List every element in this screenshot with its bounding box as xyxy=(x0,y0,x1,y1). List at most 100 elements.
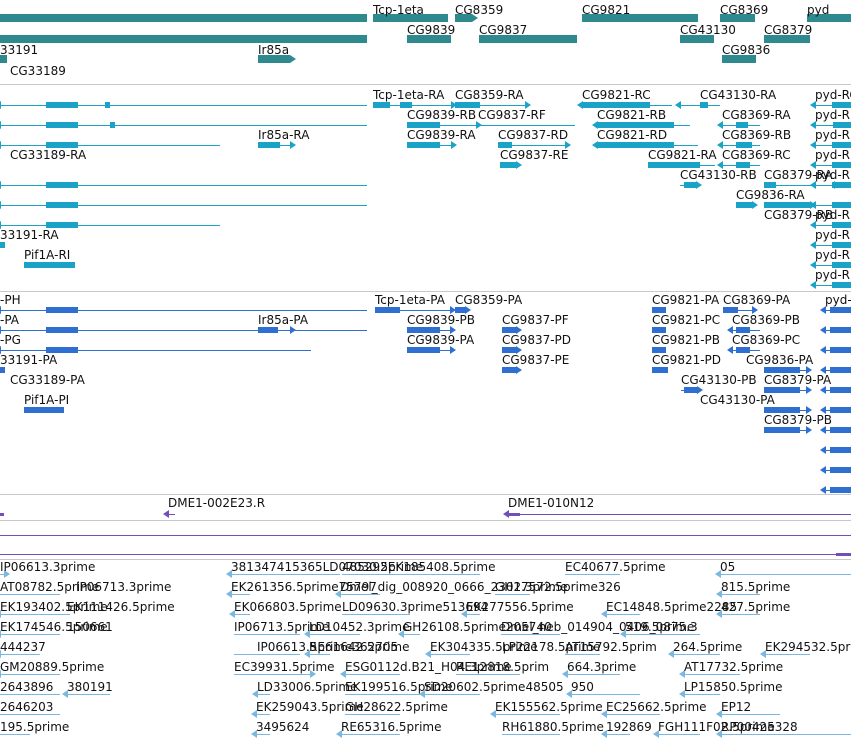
est-label[interactable]: EK277556.5prime xyxy=(466,600,574,614)
gene-label[interactable]: CG33189 xyxy=(10,64,66,78)
gene-label[interactable]: pyd xyxy=(807,3,830,17)
gene-label[interactable]: Ir85a xyxy=(258,43,290,57)
est-label[interactable]: FGH111F02.5prime xyxy=(658,720,775,734)
protein-label[interactable]: CG9839-PB xyxy=(407,313,476,327)
est-label[interactable]: IP06613.3prime xyxy=(0,560,96,574)
protein-label[interactable]: CG9836-PA xyxy=(746,353,814,367)
transcript-label[interactable]: CG43130-RB xyxy=(680,168,757,182)
protein-label[interactable]: CG8359-PA xyxy=(455,293,523,307)
transcript-label[interactable]: CG8369-RA xyxy=(722,108,791,122)
est-label[interactable]: IP06613.5prime362705 xyxy=(257,640,399,654)
est-label[interactable]: 195.5prime xyxy=(0,720,70,734)
est-label[interactable]: EK259043.5prime xyxy=(256,700,364,714)
clone-label[interactable]: DME1-002E23.R xyxy=(168,496,266,510)
transcript-label[interactable]: CG43130-RA xyxy=(700,88,777,102)
protein-label[interactable]: CG33189-PA xyxy=(10,373,85,387)
transcript-label[interactable]: CG9839-RB xyxy=(407,108,477,122)
protein-label[interactable]: -PH xyxy=(0,293,21,307)
transcript-label[interactable]: pyd-RB xyxy=(815,108,851,122)
protein-label[interactable]: CG9821-PB xyxy=(652,333,721,347)
est-label[interactable]: 192869 xyxy=(606,720,652,734)
gene-label[interactable]: CG9839 xyxy=(407,23,456,37)
protein-label[interactable]: 33191-PA xyxy=(0,353,58,367)
transcript-label[interactable]: CG8359-RA xyxy=(455,88,524,102)
transcript-label[interactable]: 33191-RA xyxy=(0,228,59,242)
est-label[interactable]: 444237 xyxy=(0,640,46,654)
est-label[interactable]: LD10452.3prime xyxy=(309,620,410,634)
protein-label[interactable]: CG8379-PB xyxy=(764,413,833,427)
est-label[interactable]: EC25662.5prime xyxy=(606,700,707,714)
est-label[interactable]: 05 xyxy=(720,560,736,574)
protein-label[interactable]: Ir85a-PA xyxy=(258,313,309,327)
est-label[interactable]: GH26108.5prime205740 xyxy=(403,620,552,634)
transcript-label[interactable]: CG8369-RC xyxy=(722,148,791,162)
est-label[interactable]: RE12818.5prim xyxy=(456,660,550,674)
transcript-track[interactable]: Tcp-1eta-RA CG8359-RA CG9821-RC CG43130-RA p… xyxy=(0,85,851,291)
est-track[interactable]: IP06613.3prime 381347415365LD07030.5prime… xyxy=(0,560,851,743)
est-label[interactable]: IP06713.3prime xyxy=(76,580,172,594)
est-label[interactable]: 950 xyxy=(571,680,594,694)
transcript-label[interactable]: pyd-R xyxy=(815,168,851,182)
protein-label[interactable]: CG9837-PF xyxy=(502,313,569,327)
gene-track[interactable]: Tcp-1eta CG8359 CG9821 CG8369 pyd CG9839 CG983… xyxy=(0,0,851,84)
transcript-label[interactable]: CG9837-RD xyxy=(498,128,569,142)
transcript-label[interactable]: CG8379-RB xyxy=(764,208,834,222)
transcript-label[interactable]: CG33189-RA xyxy=(10,148,87,162)
protein-label[interactable]: Tcp-1eta-PA xyxy=(375,293,445,307)
gene-label[interactable]: Tcp-1eta xyxy=(373,3,424,17)
est-label[interactable]: Dmel_dig_008920_0666_2302.3prime xyxy=(340,580,568,594)
est-label[interactable]: 664.3prime xyxy=(567,660,637,674)
protein-label[interactable]: pyd- xyxy=(825,293,851,307)
transcript-label[interactable]: pyd-R xyxy=(815,148,851,162)
protein-label[interactable]: CG43130-PB xyxy=(681,373,757,387)
transcript-label[interactable]: pyd-R xyxy=(815,248,851,262)
transcript-label[interactable]: CG9837-RE xyxy=(500,148,569,162)
est-label[interactable]: LP22178.5prime xyxy=(502,640,601,654)
est-label[interactable]: LD33006.5prime xyxy=(257,680,358,694)
est-label[interactable]: EK294532.5prime xyxy=(765,640,851,654)
protein-label[interactable]: CG8369-PC xyxy=(732,333,801,347)
protein-label[interactable]: CG8379-PA xyxy=(764,373,832,387)
est-label[interactable]: LP15850.5prime xyxy=(684,680,783,694)
clone-track[interactable]: DME1-002E23.R DME1-010N12 xyxy=(0,495,851,520)
est-label[interactable]: ESG0112d.B21_H04.3prime xyxy=(345,660,512,674)
est-label[interactable]: IP06713.5prime xyxy=(234,620,330,634)
transcript-label[interactable]: pyd-R xyxy=(815,228,851,242)
transcript-label[interactable]: CG9836-RA xyxy=(736,188,805,202)
est-label[interactable]: 3495624 xyxy=(256,720,310,734)
transcript-label[interactable]: pyd-R xyxy=(815,208,851,222)
est-label[interactable]: RE61642.5prime xyxy=(309,640,410,654)
gene-label[interactable]: CG9836 xyxy=(722,43,771,57)
est-label[interactable]: RH61880.5prime xyxy=(502,720,604,734)
transcript-label[interactable]: CG8369-RB xyxy=(722,128,792,142)
est-label[interactable]: 150661 xyxy=(67,620,113,634)
protein-track[interactable]: -PH Tcp-1eta-PA CG8359-PA CG9821-PA CG8369-P… xyxy=(0,292,851,494)
transcript-label[interactable]: pyd-R xyxy=(815,268,851,282)
est-label[interactable]: EK174546.5prime xyxy=(0,620,108,634)
est-label[interactable]: EC40677.5prime xyxy=(565,560,666,574)
est-label[interactable]: RP00425328 xyxy=(721,720,798,734)
est-label[interactable]: EK193402.5prime xyxy=(0,600,108,614)
est-label[interactable]: SD20602.5prime48505 xyxy=(424,680,564,694)
protein-label[interactable]: CG9821-PA xyxy=(652,293,720,307)
est-label[interactable]: 2643896 xyxy=(0,680,54,694)
transcript-label[interactable]: CG9821-RA xyxy=(648,148,717,162)
gene-label[interactable]: CG8369 xyxy=(720,3,769,17)
est-label[interactable]: 2646203 xyxy=(0,700,54,714)
est-label[interactable]: EC39931.5prime xyxy=(234,660,335,674)
transcript-label[interactable]: pyd-R xyxy=(815,128,851,142)
protein-label[interactable]: CG9821-PC xyxy=(652,313,721,327)
protein-label[interactable]: -PA xyxy=(0,313,20,327)
est-label[interactable]: 485292EK185408.5prime xyxy=(342,560,496,574)
gene-label[interactable]: CG9821 xyxy=(582,3,631,17)
gene-label[interactable]: CG8359 xyxy=(455,3,504,17)
est-label[interactable]: AT17732.5prime xyxy=(684,660,784,674)
transcript-label[interactable]: pyd-RC xyxy=(815,88,851,102)
clone-overview-track[interactable] xyxy=(0,521,851,559)
protein-label[interactable]: -PG xyxy=(0,333,21,347)
protein-label[interactable]: CG8369-PA xyxy=(723,293,791,307)
est-label[interactable]: RE65316.5prime xyxy=(341,720,442,734)
transcript-label[interactable]: CG9821-RC xyxy=(582,88,651,102)
est-label[interactable]: EK304335.5prime xyxy=(430,640,538,654)
est-label[interactable]: LD09630.3prime513694 xyxy=(342,600,489,614)
